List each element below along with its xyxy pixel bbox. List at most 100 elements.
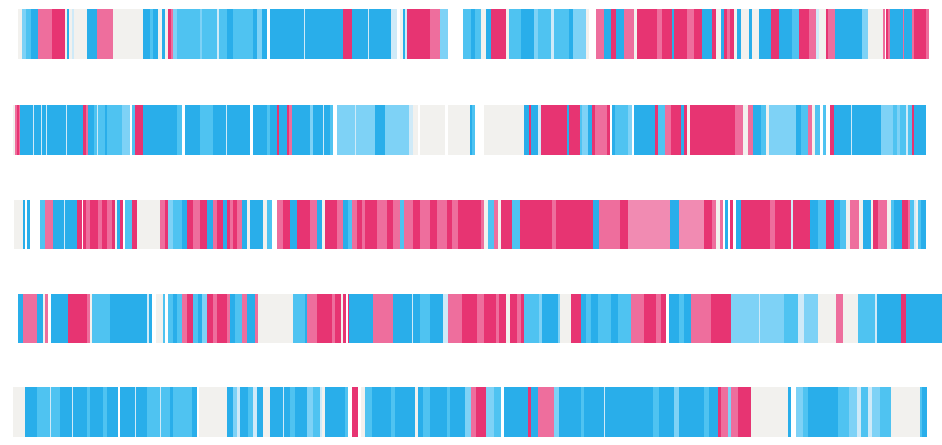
stripe-segment [694,9,702,59]
stripe-segment [213,294,217,343]
stripe-segment [734,9,737,59]
stripe-segment [690,105,735,155]
stripe-segment [751,387,788,437]
stripe-segment [156,294,163,343]
stripe-segment [712,200,716,249]
stripe-segment [348,294,349,343]
stripe-segment [582,105,588,155]
stripe-segment [117,200,120,249]
stripe-segment [718,387,721,437]
stripe-segment [727,9,730,59]
stripe-segment [90,200,98,249]
stripe-segment [580,105,582,155]
stripe-segment [200,200,207,249]
stripe-segment [531,105,538,155]
stripe-segment [823,105,826,155]
stripe-segment [25,200,27,249]
stripe-segment [290,200,297,249]
stripe-segment [816,9,819,59]
stripe-segment [738,387,751,437]
stripe-segment [177,294,182,343]
stripe-segment [788,387,791,437]
stripe-segment [20,105,33,155]
stripe-segment [105,105,107,155]
stripe-segment [420,294,430,343]
stripe-segment [213,200,217,249]
stripe-segment [447,200,452,249]
stripe-segment [611,294,618,343]
stripe-segment [162,9,165,59]
stripe-segment [521,294,524,343]
stripe-segment [704,200,712,249]
stripe-segment [793,200,810,249]
stripe-segment [87,294,90,343]
stripe-segment [881,105,893,155]
stripe-segment [187,294,193,343]
stripe-segment [34,105,41,155]
stripe-segment [413,294,420,343]
stripe-segment [725,200,728,249]
stripe-segment [48,294,51,343]
stripe-segment [595,105,607,155]
stripe-segment [23,200,25,249]
stripe-segment [430,294,443,343]
stripe-segment [728,200,730,249]
stripe-segment [202,9,217,59]
stripe-segment [412,294,413,343]
stripe-segment [373,294,393,343]
stripe-segment [113,9,143,59]
stripe-segment [193,294,198,343]
stripe-segment [524,105,529,155]
stripe-segment [237,387,240,437]
stripe-segment [365,387,372,437]
stripe-segment [352,387,358,437]
stripe-segment [125,200,132,249]
stripe-segment [83,105,86,155]
stripe-segment [147,387,160,437]
stripe-segment [60,387,72,437]
stripe-segment [593,200,599,249]
stripe-segment [743,105,748,155]
stripe-segment [859,200,863,249]
stripe-segment [332,294,335,343]
stripe-segment [385,105,409,155]
stripe-segment [918,200,921,249]
stripe-segment [448,9,463,59]
stripe-segment [165,200,168,249]
stripe-segment [631,294,644,343]
stripe-segment [400,9,403,59]
stripe-segment [494,387,501,437]
stripe-segment [723,200,725,249]
stripe-segment [161,387,170,437]
stripe-segment [804,294,818,343]
stripe-segment [253,105,267,155]
stripe-segment [160,387,161,437]
stripe-segment [607,105,610,155]
stripe-segment [305,9,343,59]
stripe-segment [810,200,818,249]
stripe-segment [136,387,147,437]
stripe-segment [304,9,305,59]
stripe-segment [659,387,674,437]
stripe-segment [320,387,322,437]
stripe-segment [37,294,43,343]
stripe-segment [257,387,263,437]
stripe-segment [908,200,910,249]
stripe-segment [200,9,202,59]
stripe-segment [177,9,200,59]
stripe-segment [50,387,51,437]
stripe-segment [872,387,880,437]
stripe-segment [761,105,766,155]
stripe-segment [634,9,637,59]
stripe-segment [92,294,110,343]
stripe-segment [517,294,521,343]
stripe-segment [182,294,187,343]
stripe-segment [143,105,177,155]
stripe-segment [279,105,287,155]
stripe-segment [615,105,628,155]
stripe-segment [324,105,330,155]
stripe-segment [253,387,257,437]
stripe-segment [305,294,307,343]
stripe-segment [307,387,313,437]
stripe-segment [880,387,891,437]
